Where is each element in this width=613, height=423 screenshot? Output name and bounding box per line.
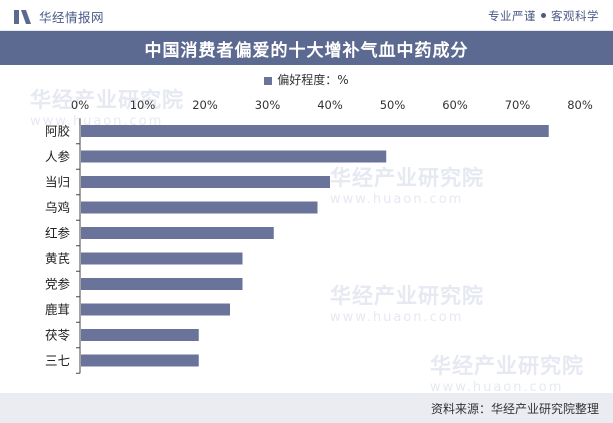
watermark-text: 华经产业研究院	[30, 88, 184, 112]
bar	[81, 227, 274, 239]
x-tick-label: 70%	[505, 98, 531, 112]
huajing-logo-icon	[14, 9, 31, 24]
category-label: 阿胶	[45, 124, 70, 139]
x-tick-label: 80%	[567, 98, 593, 112]
x-tick-label: 50%	[380, 98, 406, 112]
category-label: 乌鸡	[45, 200, 70, 215]
watermark-3: 华经产业研究院 www.huaon.com	[330, 280, 484, 325]
watermark-text: 华经产业研究院	[330, 166, 484, 190]
x-tick-label: 60%	[442, 98, 468, 112]
bar	[81, 176, 330, 188]
x-tick-label: 30%	[255, 98, 281, 112]
x-tick-label: 10%	[130, 98, 156, 112]
footer: 资料来源：华经产业研究院整理	[0, 393, 613, 423]
watermark-text: 华经产业研究院	[330, 284, 484, 308]
slogan-right: 客观科学	[551, 9, 599, 23]
category-label: 党参	[45, 277, 71, 292]
watermark-2: 华经产业研究院 www.huaon.com	[330, 162, 484, 207]
bar-chart: 0% 10% 20% 30% 40% 50% 60% 70% 80% 阿胶人参当归乌鸡红参黄芪党参…	[45, 98, 593, 374]
bar	[81, 252, 243, 265]
bar	[81, 278, 243, 290]
slogan: 专业严谨 客观科学	[488, 8, 599, 24]
x-tick-label: 40%	[317, 98, 343, 112]
category-label: 当归	[45, 175, 70, 190]
legend-swatch-icon	[264, 76, 273, 85]
watermark-url: www.huaon.com	[330, 192, 464, 207]
watermark-url: www.huaon.com	[430, 380, 564, 395]
category-label: 茯苓	[45, 328, 71, 343]
slogan-left: 专业严谨	[488, 9, 536, 23]
legend: 偏好程度：%	[0, 71, 613, 88]
x-tick-label: 0%	[71, 98, 89, 112]
category-label: 三七	[45, 353, 70, 368]
bar	[81, 303, 230, 316]
chart-title: 中国消费者偏爱的十大增补气血中药成分	[0, 31, 613, 65]
source-note: 资料来源：华经产业研究院整理	[430, 402, 599, 416]
category-label: 黄芪	[45, 251, 70, 266]
watermark-url: www.huaon.com	[330, 310, 464, 325]
top-bar: 华经情报网 专业严谨 客观科学	[0, 0, 613, 31]
watermark-4: 华经产业研究院 www.huaon.com	[430, 350, 584, 395]
category-label: 人参	[45, 149, 71, 164]
bar	[81, 125, 549, 137]
category-label: 红参	[45, 226, 71, 241]
brand-name: 华经情报网	[39, 10, 105, 25]
bar	[81, 329, 199, 341]
bar	[81, 201, 318, 214]
bar	[81, 150, 387, 163]
slogan-dot-icon	[541, 13, 546, 18]
category-label: 鹿茸	[45, 302, 70, 317]
bar	[81, 354, 199, 367]
legend-label: 偏好程度：%	[277, 73, 349, 87]
brand[interactable]: 华经情报网	[14, 7, 104, 26]
x-tick-label: 20%	[192, 98, 218, 112]
watermark-text: 华经产业研究院	[430, 354, 584, 378]
